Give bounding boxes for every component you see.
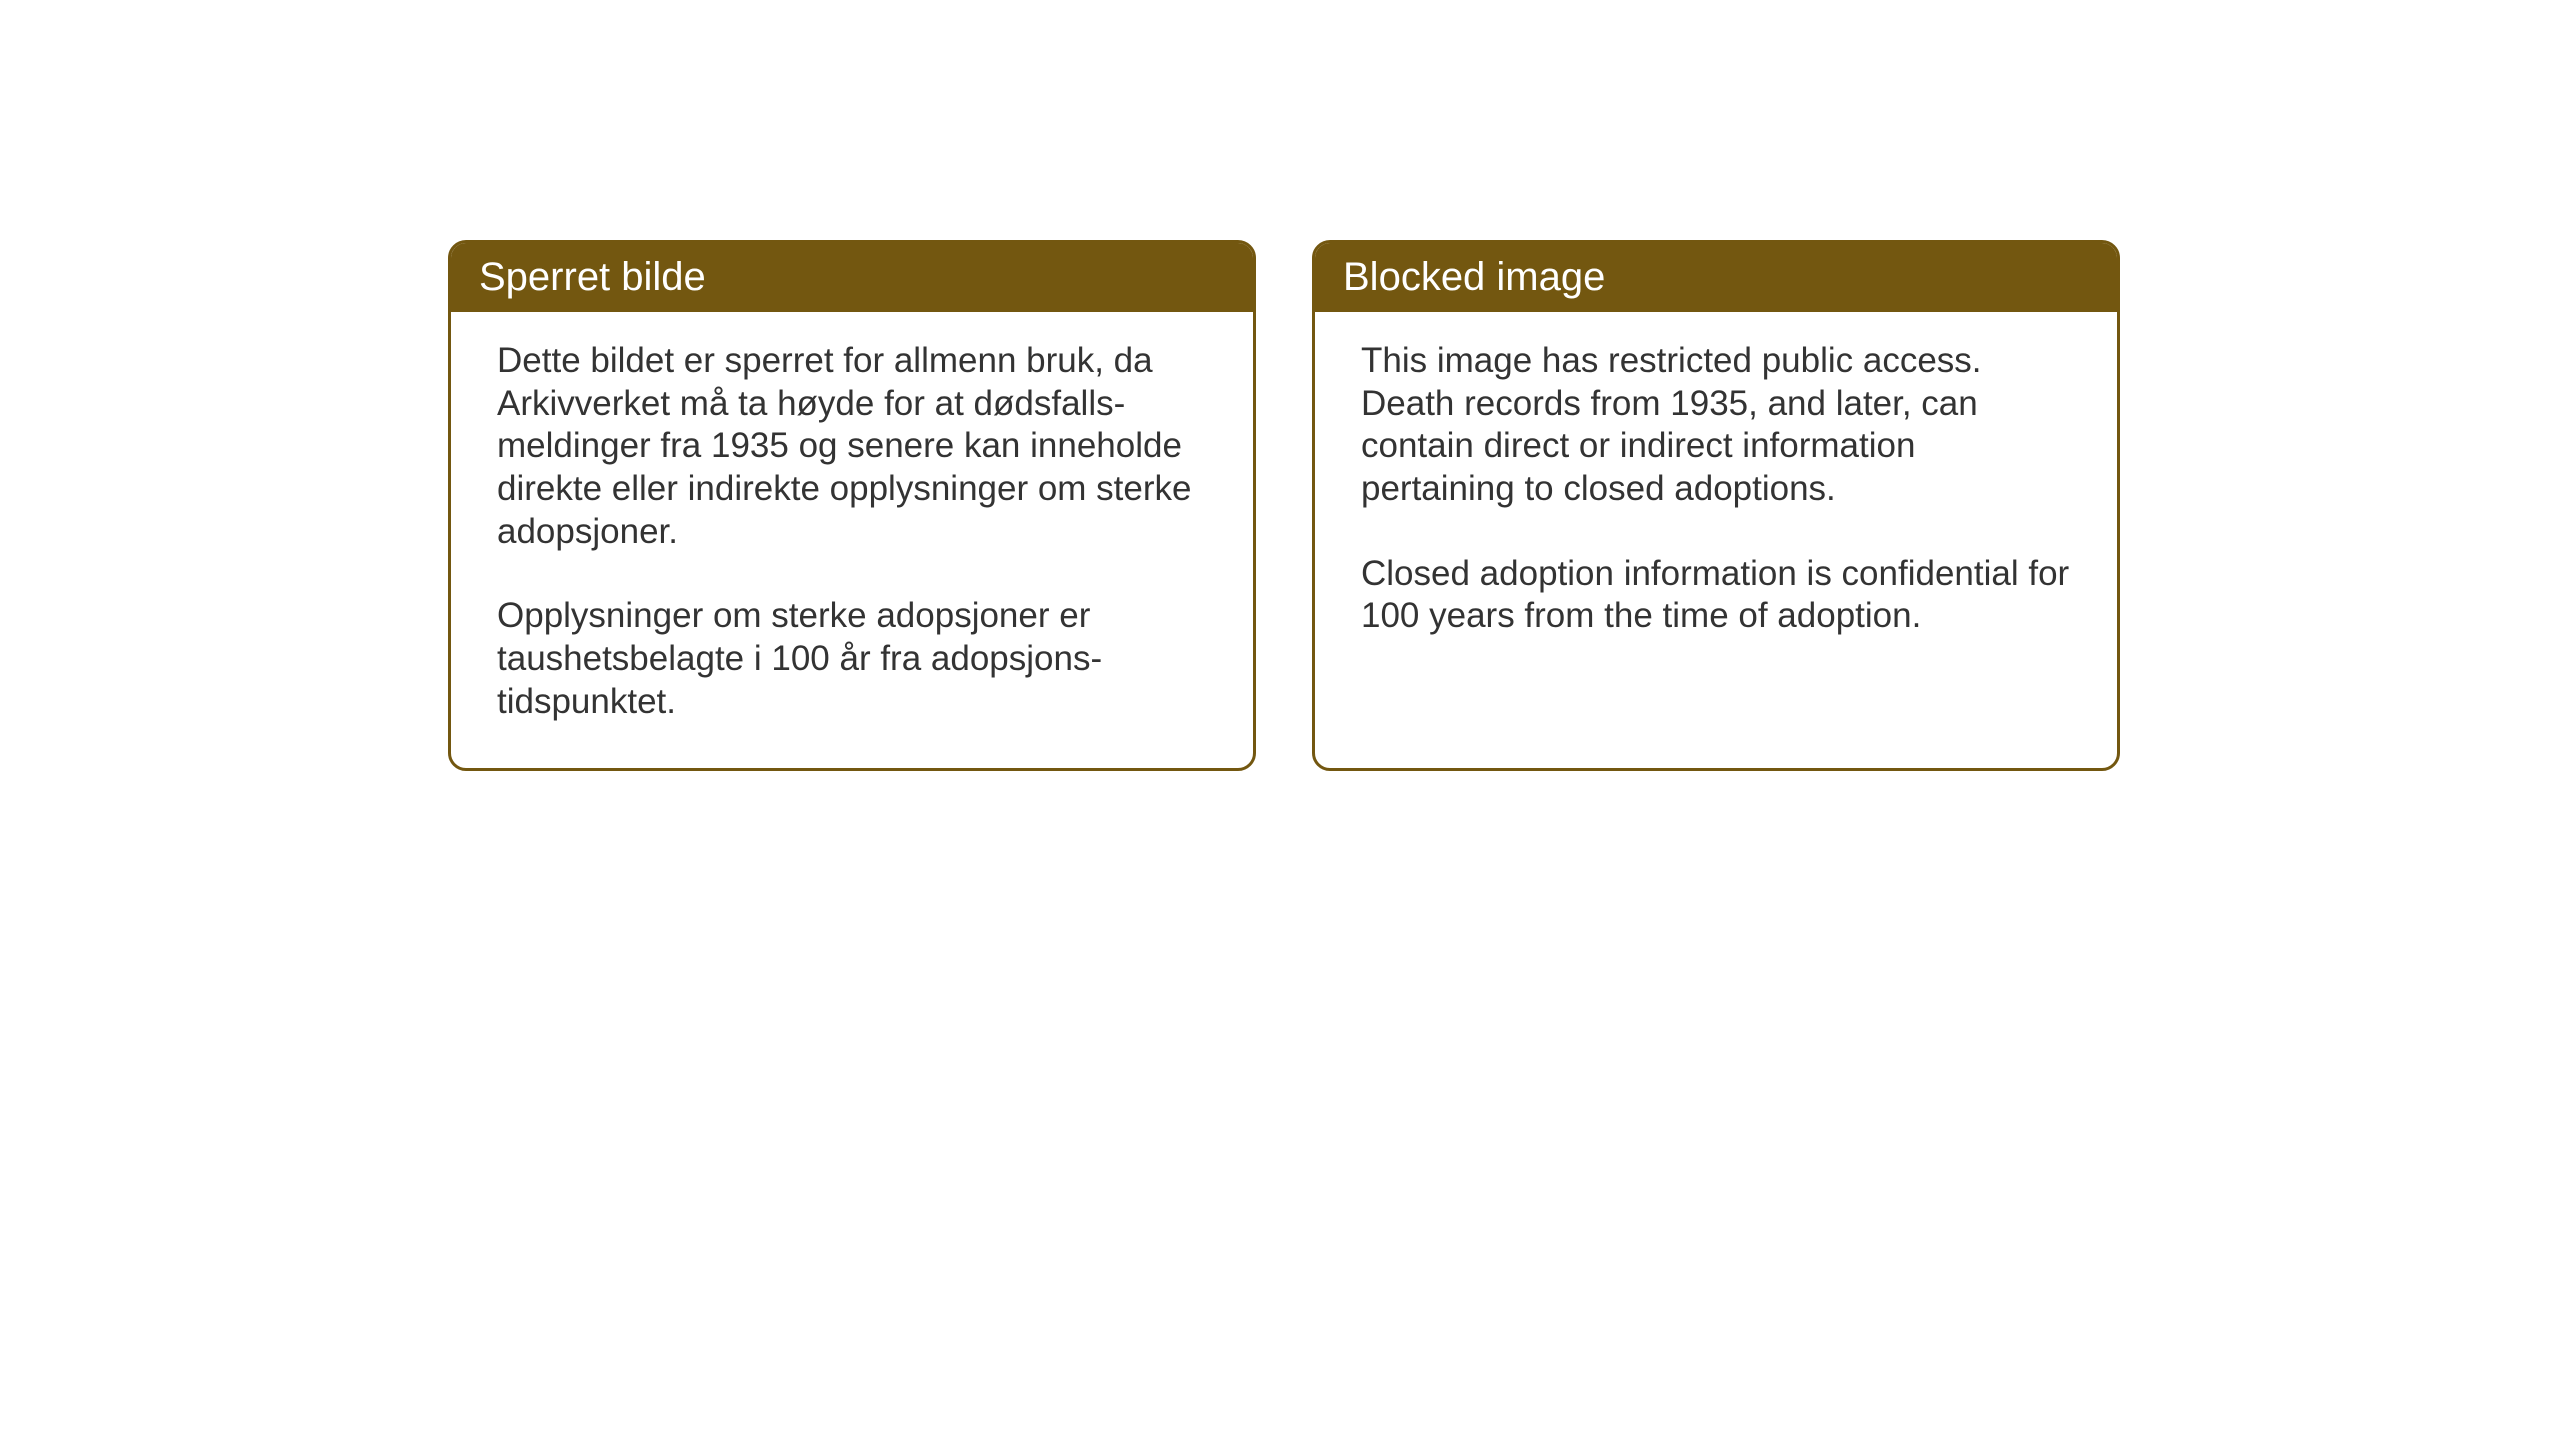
card-title-norwegian: Sperret bilde	[479, 255, 706, 299]
card-paragraph-norwegian-1: Dette bildet er sperret for allmenn bruk…	[497, 340, 1207, 553]
notice-container: Sperret bilde Dette bildet er sperret fo…	[448, 240, 2120, 771]
card-header-english: Blocked image	[1315, 243, 2117, 312]
card-paragraph-norwegian-2: Opplysninger om sterke adopsjoner er tau…	[497, 595, 1207, 723]
card-paragraph-english-1: This image has restricted public access.…	[1361, 340, 2071, 511]
card-body-english: This image has restricted public access.…	[1315, 312, 2117, 682]
card-title-english: Blocked image	[1343, 255, 1605, 299]
card-body-norwegian: Dette bildet er sperret for allmenn bruk…	[451, 312, 1253, 768]
notice-card-norwegian: Sperret bilde Dette bildet er sperret fo…	[448, 240, 1256, 771]
card-header-norwegian: Sperret bilde	[451, 243, 1253, 312]
notice-card-english: Blocked image This image has restricted …	[1312, 240, 2120, 771]
card-paragraph-english-2: Closed adoption information is confident…	[1361, 553, 2071, 638]
